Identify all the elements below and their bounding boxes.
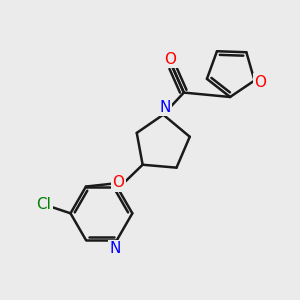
- Text: O: O: [165, 52, 177, 67]
- Text: N: N: [159, 100, 170, 115]
- Text: Cl: Cl: [37, 197, 51, 212]
- Text: N: N: [110, 241, 121, 256]
- Text: O: O: [254, 74, 266, 89]
- Text: O: O: [112, 176, 124, 190]
